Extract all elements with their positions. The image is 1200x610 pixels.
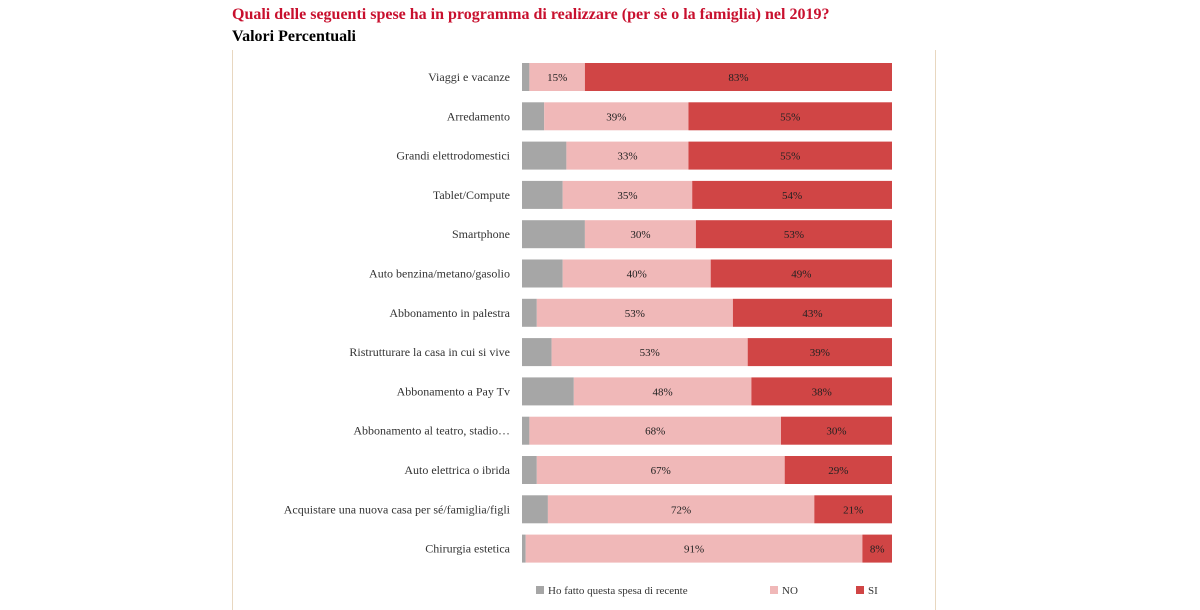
bar-segment [544, 102, 689, 131]
legend-swatch [536, 586, 544, 594]
bar-segment [536, 298, 733, 327]
category-label: Arredamento [447, 109, 510, 123]
chart-frame [232, 50, 936, 610]
data-label: 29% [828, 465, 848, 477]
bar-segment [529, 63, 585, 91]
legend-label: NO [782, 585, 798, 597]
data-label: 72% [671, 504, 691, 516]
data-label: 15% [547, 72, 567, 84]
category-label: Auto benzina/metano/gasolio [369, 267, 510, 281]
bar-segment [747, 338, 892, 367]
data-label: 49% [791, 269, 811, 281]
bar-segment [547, 495, 815, 524]
bar-segment [522, 338, 552, 367]
bar-segment [522, 180, 563, 209]
category-label: Abbonamento a Pay Tv [397, 384, 510, 398]
data-label: 35% [617, 190, 637, 202]
bar-segment [522, 377, 574, 406]
bar-segment [522, 102, 545, 131]
bar-segment [522, 259, 563, 288]
bar-segment [522, 63, 530, 91]
bar-segment [862, 534, 892, 563]
data-label: 40% [627, 269, 647, 281]
data-label: 38% [812, 386, 832, 398]
bar-segment [732, 298, 892, 327]
bar-segment [784, 456, 892, 484]
category-label: Abbonamento al teatro, stadio… [353, 424, 510, 438]
data-label: 33% [617, 151, 637, 163]
category-label: Ristrutturare la casa in cui si vive [349, 345, 510, 359]
legend-label: Ho fatto questa spesa di recente [548, 585, 688, 597]
bar-segment [536, 456, 785, 484]
data-label: 48% [653, 386, 673, 398]
category-label: Auto elettrica o ibrida [404, 463, 510, 477]
data-label: 53% [640, 347, 660, 359]
category-label: Acquistare una nuova casa per sé/famigli… [284, 502, 511, 516]
bar-segment [522, 495, 548, 524]
bar-segment [551, 338, 748, 367]
data-label: 55% [780, 111, 800, 123]
bar-segment [522, 220, 585, 249]
data-label: 8% [870, 544, 885, 556]
legend-swatch [770, 586, 778, 594]
category-label: Chirurgia estetica [425, 542, 510, 556]
data-label: 55% [780, 151, 800, 163]
bar-segment [522, 298, 537, 327]
data-label: 54% [782, 190, 802, 202]
chart-title: Quali delle seguenti spese ha in program… [232, 6, 830, 23]
category-label: Grandi elettrodomestici [396, 149, 510, 163]
data-label: 91% [684, 544, 704, 556]
category-label: Smartphone [452, 227, 510, 241]
category-label: Abbonamento in palestra [389, 306, 510, 320]
data-label: 68% [645, 426, 665, 438]
bar-segment [814, 495, 892, 524]
data-label: 39% [810, 347, 830, 359]
category-label: Viaggi e vacanze [428, 70, 510, 84]
legend-swatch [856, 586, 864, 594]
bar-segment [688, 141, 892, 170]
bar-segment [688, 102, 892, 131]
bar-segment [573, 377, 752, 406]
category-label: Tablet/Compute [433, 188, 510, 202]
bar-segment [522, 456, 537, 484]
bar-segment [695, 220, 892, 249]
bar-segment [529, 416, 781, 445]
bar-segment [522, 534, 526, 563]
bar-segment [584, 220, 696, 249]
bar-segment [562, 180, 693, 209]
data-label: 30% [826, 426, 846, 438]
bar-segment [566, 141, 689, 170]
data-label: 39% [606, 111, 626, 123]
bar-segment [751, 377, 892, 406]
data-label: 21% [843, 504, 863, 516]
bar-segment [522, 416, 530, 445]
bar-segment [584, 63, 892, 91]
bar-segment [525, 534, 863, 563]
bar-segment [781, 416, 892, 445]
legend-label: SI [868, 585, 878, 597]
data-label: 53% [784, 229, 804, 241]
bar-segment [692, 180, 892, 209]
data-label: 83% [728, 72, 748, 84]
data-label: 67% [651, 465, 671, 477]
chart-subtitle: Valori Percentuali [232, 28, 356, 45]
bar-segment [522, 141, 567, 170]
bar-segment [562, 259, 711, 288]
data-label: 53% [625, 308, 645, 320]
data-label: 30% [630, 229, 650, 241]
bar-segment [710, 259, 892, 288]
data-label: 43% [802, 308, 822, 320]
